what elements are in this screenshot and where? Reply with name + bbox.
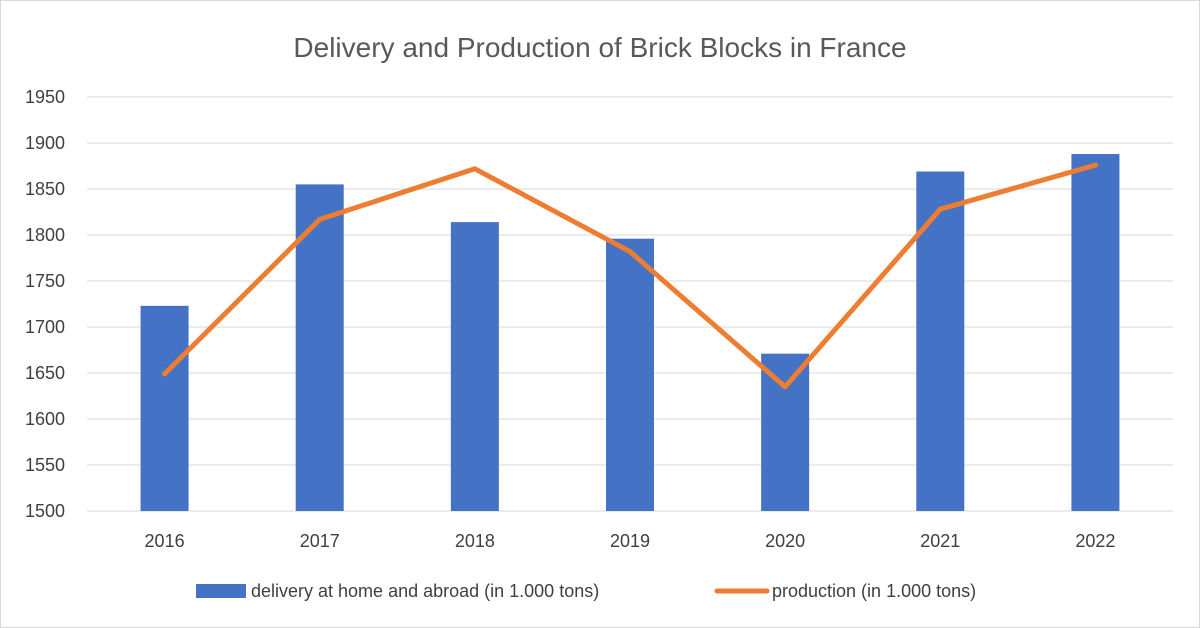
point-production-2018 (472, 166, 478, 172)
bar-delivery-2022 (1071, 154, 1120, 512)
x-axis-ticks: 2016 2017 2018 2019 2020 2021 2022 (145, 531, 1116, 551)
bar-series (140, 154, 1120, 512)
y-tick-label: 1850 (25, 179, 65, 199)
legend: delivery at home and abroad (in 1.000 to… (196, 581, 976, 601)
y-tick-label: 1700 (25, 317, 65, 337)
point-production-2022 (1092, 162, 1098, 168)
legend-swatch-delivery (196, 584, 246, 598)
legend-label-production: production (in 1.000 tons) (772, 581, 976, 601)
x-tick-label: 2016 (145, 531, 185, 551)
point-production-2019 (627, 249, 633, 255)
x-tick-label: 2018 (455, 531, 495, 551)
x-tick-label: 2020 (765, 531, 805, 551)
line-series (162, 162, 1098, 390)
x-tick-label: 2017 (300, 531, 340, 551)
bar-delivery-2018 (450, 222, 499, 511)
y-tick-label: 1650 (25, 363, 65, 383)
y-tick-label: 1600 (25, 409, 65, 429)
y-tick-label: 1500 (25, 501, 65, 521)
x-tick-label: 2019 (610, 531, 650, 551)
bar-delivery-2016 (140, 305, 189, 511)
point-production-2017 (317, 216, 323, 222)
bar-delivery-2020 (761, 353, 810, 511)
bar-delivery-2021 (916, 171, 965, 511)
point-production-2021 (937, 206, 943, 212)
y-tick-label: 1750 (25, 271, 65, 291)
x-tick-label: 2021 (920, 531, 960, 551)
y-tick-label: 1550 (25, 455, 65, 475)
legend-label-delivery: delivery at home and abroad (in 1.000 to… (251, 581, 599, 601)
point-production-2016 (162, 371, 168, 377)
point-production-2020 (782, 384, 788, 390)
chart-title: Delivery and Production of Brick Blocks … (293, 32, 906, 63)
bar-delivery-2019 (606, 238, 654, 511)
y-tick-label: 1800 (25, 225, 65, 245)
y-tick-label: 1950 (25, 87, 65, 107)
y-axis-ticks: 1500 1550 1600 1650 1700 1750 1800 1850 1900 1950 (25, 87, 65, 521)
x-tick-label: 2022 (1075, 531, 1115, 551)
y-tick-label: 1900 (25, 133, 65, 153)
